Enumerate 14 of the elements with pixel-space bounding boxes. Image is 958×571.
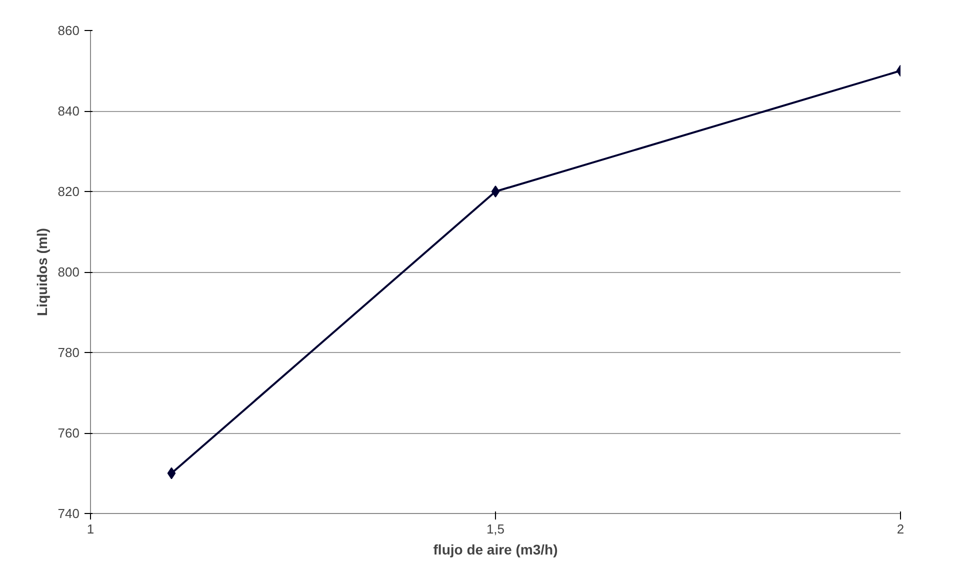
y-axis-title: Liquidos (ml) [34, 228, 50, 316]
x-tick-label: 2 [896, 522, 904, 536]
y-tick-label: 760 [58, 426, 80, 440]
y-tick-label: 840 [58, 104, 80, 118]
y-tick-label: 780 [58, 345, 80, 360]
y-tick-label: 860 [58, 23, 80, 38]
y-tick-label: 820 [58, 184, 80, 199]
y-tick-label: 800 [58, 264, 80, 280]
point [491, 186, 500, 198]
x-tick-label: 1 [86, 522, 94, 536]
x-axis-title: flujo de aire (m3/h) [433, 542, 558, 558]
point [167, 467, 176, 480]
x-tick-label: 1,5 [486, 522, 505, 536]
y-tick-label: 740 [58, 506, 80, 521]
